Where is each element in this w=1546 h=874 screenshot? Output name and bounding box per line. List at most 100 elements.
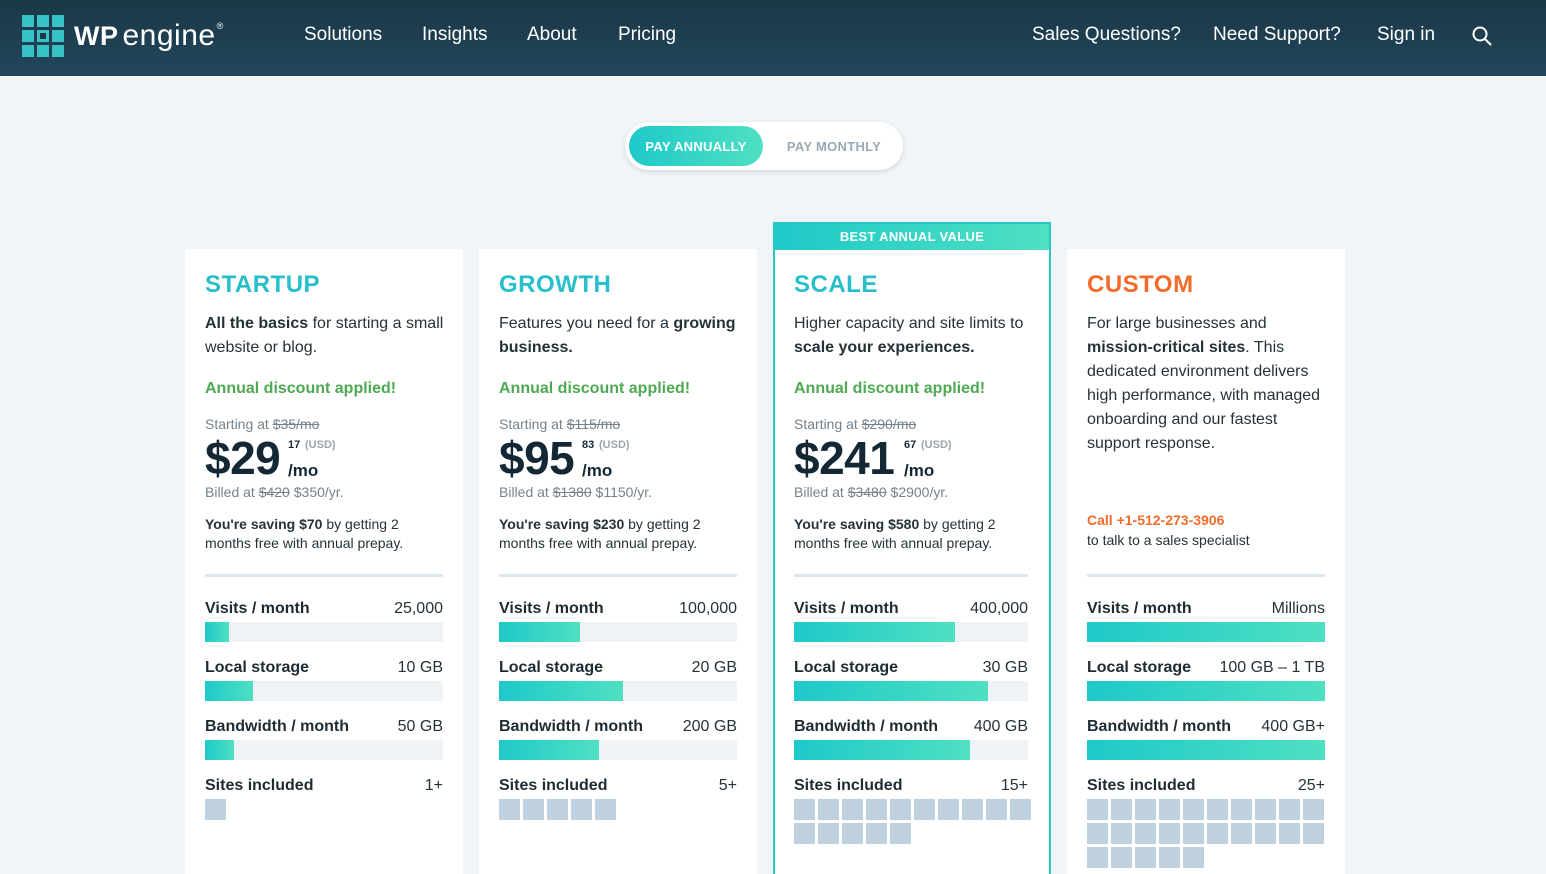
metric-bar-fill bbox=[205, 681, 253, 701]
site-square bbox=[1207, 799, 1228, 820]
metric-bar bbox=[794, 622, 1028, 642]
metric-sites: Sites included 1+ bbox=[205, 777, 443, 794]
site-square bbox=[842, 799, 863, 820]
metric-bar bbox=[794, 681, 1028, 701]
metric-storage: Local storage 20 GB bbox=[499, 659, 737, 703]
site-square bbox=[499, 799, 520, 820]
starting-price: Starting at $290/mo bbox=[794, 416, 917, 432]
metric-bar bbox=[794, 740, 1028, 760]
metric-bar bbox=[499, 740, 737, 760]
metric-visits: Visits / month 25,000 bbox=[205, 600, 443, 644]
site-square bbox=[571, 799, 592, 820]
site-square bbox=[866, 799, 887, 820]
price-cents: 67 bbox=[904, 439, 917, 451]
site-square bbox=[547, 799, 568, 820]
site-square bbox=[890, 799, 911, 820]
metric-bar bbox=[1087, 681, 1325, 701]
site-square bbox=[1111, 799, 1132, 820]
metric-bar-fill bbox=[499, 622, 580, 642]
metric-bar-fill bbox=[205, 622, 229, 642]
metric-bar-fill bbox=[794, 681, 989, 701]
saving-note: You're saving $230 by getting 2 months f… bbox=[499, 516, 701, 551]
site-square bbox=[1183, 847, 1204, 868]
plan-card-scale: BEST ANNUAL VALUE SCALE Higher capacity … bbox=[773, 222, 1051, 874]
nav-solutions[interactable]: Solutions bbox=[304, 24, 383, 45]
metric-bar-fill bbox=[794, 622, 956, 642]
nav-sign-in[interactable]: Sign in bbox=[1377, 24, 1436, 45]
site-square bbox=[986, 799, 1007, 820]
discount-label: Annual discount applied! bbox=[499, 380, 691, 397]
plan-name: STARTUP bbox=[205, 271, 321, 298]
sales-phone-caption: to talk to a sales specialist bbox=[1087, 532, 1250, 548]
nav-pricing[interactable]: Pricing bbox=[618, 24, 677, 45]
metric-storage: Local storage 30 GB bbox=[794, 659, 1028, 703]
site-square bbox=[962, 799, 983, 820]
site-square bbox=[1303, 799, 1324, 820]
nav-insights[interactable]: Insights bbox=[422, 24, 488, 45]
metric-bar bbox=[1087, 622, 1325, 642]
metric-visits: Visits / month 400,000 bbox=[794, 600, 1028, 644]
price-currency: (USD) bbox=[305, 439, 336, 451]
site-square bbox=[523, 799, 544, 820]
site-square bbox=[1207, 823, 1228, 844]
site-square bbox=[1159, 799, 1180, 820]
site-square bbox=[1159, 847, 1180, 868]
discount-label: Annual discount applied! bbox=[205, 380, 397, 397]
price-period: /mo bbox=[904, 461, 935, 480]
site-square bbox=[1303, 823, 1324, 844]
site-square bbox=[1279, 823, 1300, 844]
logo-wp-text: WP bbox=[74, 20, 119, 51]
site-square bbox=[1135, 847, 1156, 868]
metric-bandwidth: Bandwidth / month 400 GB bbox=[794, 718, 1028, 762]
site-square bbox=[818, 823, 839, 844]
nav-about[interactable]: About bbox=[527, 24, 577, 45]
billed-amount: Billed at $420 $350/yr. bbox=[205, 484, 344, 500]
metric-bar bbox=[205, 681, 443, 701]
site-square bbox=[1087, 847, 1108, 868]
site-square bbox=[866, 823, 887, 844]
site-square bbox=[1087, 799, 1108, 820]
site-square bbox=[1087, 823, 1108, 844]
divider bbox=[205, 574, 443, 577]
metric-storage: Local storage 10 GB bbox=[205, 659, 443, 703]
metric-bar-fill bbox=[1087, 740, 1325, 760]
metric-bandwidth: Bandwidth / month 200 GB bbox=[499, 718, 737, 762]
site-square bbox=[1231, 799, 1252, 820]
plan-description: All the basics for starting a small webs… bbox=[205, 315, 444, 356]
search-icon[interactable] bbox=[1472, 26, 1492, 46]
sales-phone-link[interactable]: Call +1-512-273-3906 bbox=[1087, 512, 1225, 528]
nav-need-support[interactable]: Need Support? bbox=[1213, 24, 1341, 45]
divider bbox=[794, 574, 1028, 577]
site-square bbox=[794, 823, 815, 844]
site-square bbox=[842, 823, 863, 844]
billing-toggle: PAY ANNUALLY PAY MONTHLY bbox=[625, 122, 903, 170]
site-square bbox=[914, 799, 935, 820]
plan-name: GROWTH bbox=[499, 271, 612, 298]
nav-sales-questions[interactable]: Sales Questions? bbox=[1032, 24, 1181, 45]
site-square bbox=[1231, 823, 1252, 844]
pay-annually-toggle[interactable]: PAY ANNUALLY bbox=[629, 126, 763, 166]
metric-bar-fill bbox=[1087, 622, 1325, 642]
price-amount: $95 bbox=[499, 432, 575, 484]
price-cents: 83 bbox=[582, 439, 595, 451]
site-square bbox=[1111, 823, 1132, 844]
metric-bandwidth: Bandwidth / month 50 GB bbox=[205, 718, 443, 762]
price-period: /mo bbox=[288, 461, 319, 480]
metric-bar bbox=[499, 681, 737, 701]
metric-bar-fill bbox=[499, 681, 623, 701]
site-square bbox=[890, 823, 911, 844]
billed-amount: Billed at $3480 $2900/yr. bbox=[794, 484, 949, 500]
pay-monthly-toggle[interactable]: PAY MONTHLY bbox=[786, 138, 882, 154]
metric-bar-fill bbox=[1087, 681, 1325, 701]
site-square bbox=[1010, 799, 1031, 820]
metric-sites: Sites included 25+ bbox=[1087, 777, 1325, 794]
logo-engine-text: engine bbox=[122, 19, 216, 52]
site-square bbox=[1279, 799, 1300, 820]
plan-card-startup: STARTUP All the basics for starting a sm… bbox=[185, 249, 463, 874]
site-square bbox=[1135, 823, 1156, 844]
wpengine-logo[interactable]: WP engine ® bbox=[22, 15, 223, 57]
saving-note: You're saving $70 by getting 2 months fr… bbox=[205, 516, 404, 551]
site-square bbox=[1255, 823, 1276, 844]
site-square bbox=[938, 799, 959, 820]
saving-note: You're saving $580 by getting 2 months f… bbox=[794, 516, 996, 551]
